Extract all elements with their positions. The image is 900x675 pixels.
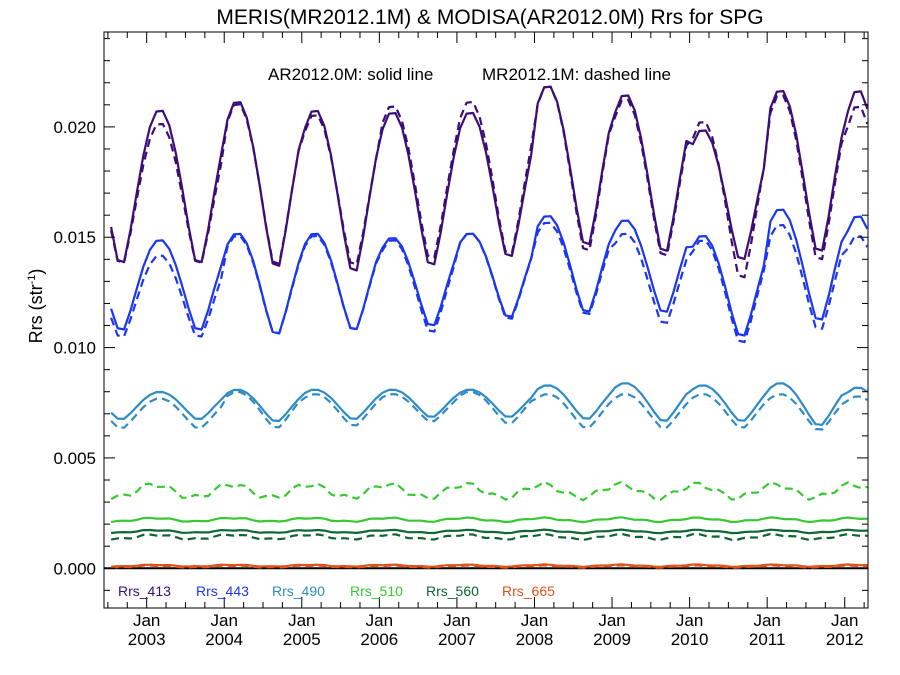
- series-line-rrs-560-dashed: [110, 532, 868, 542]
- legend-item-rrs-665: Rrs_665: [502, 583, 555, 599]
- x-tick-month-label: Jan: [831, 611, 858, 630]
- x-tick-year-label: 2008: [516, 630, 554, 649]
- x-tick-month-label: Jan: [598, 611, 625, 630]
- x-tick-month-label: Jan: [366, 611, 393, 630]
- x-tick-year-label: 2003: [128, 630, 166, 649]
- series-line-rrs-443-dashed: [110, 221, 868, 344]
- series-lines: [110, 85, 868, 569]
- x-tick-month-label: Jan: [443, 611, 470, 630]
- y-axis-label: Rrs (str-1): [26, 269, 46, 344]
- y-tick-label: 0.000: [53, 559, 96, 578]
- x-tick-year-label: 2011: [749, 630, 786, 649]
- annotation-dashed-line: MR2012.1M: dashed line: [482, 65, 671, 84]
- series-line-rrs-665-dashed: [111, 564, 868, 569]
- x-tick-year-label: 2005: [283, 630, 321, 649]
- y-tick-label: 0.020: [53, 118, 96, 137]
- x-tick-year-label: 2009: [593, 630, 631, 649]
- x-tick-month-label: Jan: [211, 611, 238, 630]
- series-line-rrs-510-dashed: [110, 480, 868, 502]
- series-line-rrs-490-solid: [110, 382, 868, 426]
- legend-item-rrs-560: Rrs_560: [426, 583, 479, 599]
- series-line-rrs-413-dashed: [110, 85, 868, 279]
- annotation-solid-line: AR2012.0M: solid line: [268, 65, 433, 84]
- x-tick-year-label: 2004: [205, 630, 243, 649]
- x-tick-month-label: Jan: [288, 611, 315, 630]
- legend-item-rrs-413: Rrs_413: [118, 583, 171, 599]
- x-tick-month-label: Jan: [753, 611, 780, 630]
- x-tick-month-label: Jan: [521, 611, 548, 630]
- x-tick-year-label: 2012: [826, 630, 864, 649]
- chart-title: MERIS(MR2012.1M) & MODISA(AR2012.0M) Rrs…: [216, 6, 763, 29]
- series-line-rrs-443-solid: [110, 208, 868, 337]
- y-axis-label-close: ): [26, 269, 46, 275]
- y-tick-label: 0.015: [53, 228, 96, 247]
- axes: 0.0000.0050.0100.0150.020Jan2003Jan2004J…: [53, 32, 868, 649]
- legend-item-rrs-443: Rrs_443: [196, 583, 249, 599]
- y-tick-label: 0.010: [53, 339, 96, 358]
- plot-border: [103, 31, 869, 609]
- y-tick-label: 0.005: [53, 449, 96, 468]
- y-axis-label-main: Rrs (str: [26, 284, 46, 343]
- x-tick-year-label: 2010: [671, 630, 709, 649]
- series-line-rrs-560-solid: [110, 528, 868, 535]
- x-tick-year-label: 2006: [360, 630, 398, 649]
- x-tick-year-label: 2007: [438, 630, 476, 649]
- y-axis-label-sup: -1: [26, 275, 38, 285]
- x-tick-month-label: Jan: [676, 611, 703, 630]
- series-line-rrs-510-solid: [110, 516, 868, 524]
- legend-item-rrs-510: Rrs_510: [350, 583, 403, 599]
- series-line-rrs-490-dashed: [110, 391, 868, 431]
- x-tick-month-label: Jan: [133, 611, 160, 630]
- legend-item-rrs-490: Rrs_490: [272, 583, 325, 599]
- legend: Rrs_413 Rrs_443 Rrs_490 Rrs_510 Rrs_560 Rrs_6…: [118, 583, 555, 599]
- series-line-rrs-413-solid: [110, 85, 868, 272]
